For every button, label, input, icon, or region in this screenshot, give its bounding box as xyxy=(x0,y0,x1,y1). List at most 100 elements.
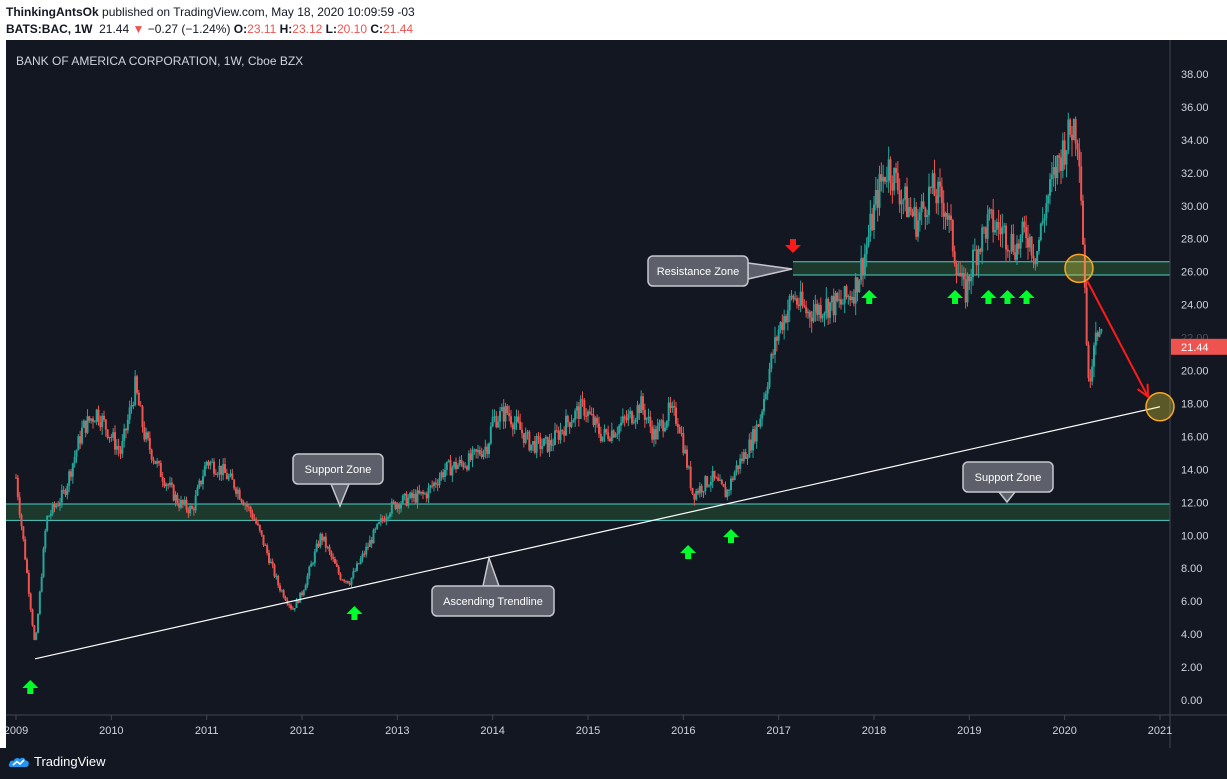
candle-body xyxy=(429,485,432,488)
candle-body xyxy=(315,543,318,552)
candle-body xyxy=(456,465,459,470)
candle-body xyxy=(359,558,362,564)
candle-body xyxy=(229,473,232,477)
candle-body xyxy=(568,422,571,428)
candle-body xyxy=(449,460,452,476)
candle-body xyxy=(319,534,322,547)
candle-body xyxy=(730,478,732,490)
ascending-trendline xyxy=(34,406,1161,660)
candle-body xyxy=(27,572,30,594)
candle-body xyxy=(20,514,23,527)
candle-body xyxy=(852,296,855,304)
candle-body xyxy=(744,452,747,459)
candle-body xyxy=(964,279,967,303)
candle-body xyxy=(907,207,910,217)
resistance-zone-callout-text: Resistance Zone xyxy=(657,266,740,278)
candle-body xyxy=(632,422,635,424)
candle-body xyxy=(240,499,243,502)
candle-body xyxy=(686,449,688,468)
candle-body xyxy=(847,296,850,298)
price-tick-label: 12.00 xyxy=(1181,497,1209,509)
candle-body xyxy=(128,407,131,420)
candle-body xyxy=(510,416,512,425)
candle-body xyxy=(40,576,43,592)
publisher-name[interactable]: ThinkingAntsOk xyxy=(6,5,99,19)
candle-body xyxy=(598,423,600,434)
chart-legend: BANK OF AMERICA CORPORATION, 1W, Cboe BZ… xyxy=(16,54,304,68)
candle-body xyxy=(565,415,567,436)
candle-body xyxy=(1067,119,1070,151)
candle-body xyxy=(440,472,443,479)
candle-body xyxy=(427,487,430,499)
candle-body xyxy=(926,215,929,218)
candle-body xyxy=(546,436,549,452)
candle-body xyxy=(42,548,45,577)
candle-body xyxy=(502,407,505,422)
candle-body xyxy=(627,414,630,421)
candle-body xyxy=(500,407,503,412)
candle-body xyxy=(477,450,479,452)
candle-body xyxy=(684,449,687,454)
candle-body xyxy=(1049,179,1051,196)
candle-body xyxy=(792,295,795,300)
candle-body xyxy=(863,254,866,275)
candle-body xyxy=(310,563,313,567)
candle-body xyxy=(854,277,857,304)
candle-body xyxy=(1054,167,1057,179)
candle-body xyxy=(1027,238,1029,248)
candle-body xyxy=(796,298,798,305)
candle-body xyxy=(183,499,186,504)
candle-body xyxy=(929,186,932,188)
candle-body xyxy=(163,481,166,487)
candle-body xyxy=(451,467,454,476)
candle-body xyxy=(367,546,369,548)
candle-body xyxy=(1063,140,1066,165)
candle-body xyxy=(172,485,175,501)
up-arrow-icon xyxy=(980,290,997,304)
candle-body xyxy=(242,501,245,506)
candle-body xyxy=(126,419,129,431)
candle-body xyxy=(944,213,947,217)
candle-body xyxy=(169,482,171,486)
tradingview-logo-icon[interactable] xyxy=(8,754,30,770)
candle-body xyxy=(537,436,540,438)
candle-body xyxy=(55,505,58,508)
time-tick-label: 2016 xyxy=(671,725,695,737)
candle-body xyxy=(31,609,34,626)
candle-body xyxy=(821,315,824,319)
candle-body xyxy=(246,504,248,507)
candle-body xyxy=(88,416,91,421)
candle-body xyxy=(642,396,644,410)
candle-body xyxy=(885,180,888,182)
time-tick-label: 2011 xyxy=(195,725,219,737)
candle-body xyxy=(491,417,494,427)
high-value: 23.12 xyxy=(292,22,323,36)
footer: TradingView xyxy=(0,748,1227,779)
candle-body xyxy=(601,436,604,441)
candle-body xyxy=(396,503,399,510)
candle-body xyxy=(519,421,522,430)
candle-body xyxy=(37,614,39,633)
footer-brand[interactable]: TradingView xyxy=(34,754,106,769)
candle-body xyxy=(346,580,349,584)
time-tick-label: 2014 xyxy=(480,725,504,737)
candle-body xyxy=(950,215,952,220)
candle-body xyxy=(763,398,765,412)
candle-body xyxy=(524,432,527,443)
candle-body xyxy=(1094,332,1097,346)
candle-body xyxy=(132,405,135,407)
chart-pane[interactable]: 0.00 2.00 4.00 6.00 8.00 10.00 12.00 14.00 16.00… xyxy=(6,40,1227,748)
candle-body xyxy=(97,409,100,423)
candle-body xyxy=(79,436,82,444)
candle-body xyxy=(992,209,995,233)
candle-body xyxy=(981,227,984,252)
candle-body xyxy=(544,436,547,439)
price-chart[interactable]: 0.00 2.00 4.00 6.00 8.00 10.00 12.00 14.00 16.00… xyxy=(6,40,1227,748)
candle-body xyxy=(313,551,316,564)
candle-body xyxy=(906,186,908,217)
candle-body xyxy=(1021,221,1024,236)
candle-body xyxy=(18,497,21,515)
candle-body xyxy=(631,411,633,424)
candle-body xyxy=(515,416,518,423)
candle-body xyxy=(343,579,346,582)
